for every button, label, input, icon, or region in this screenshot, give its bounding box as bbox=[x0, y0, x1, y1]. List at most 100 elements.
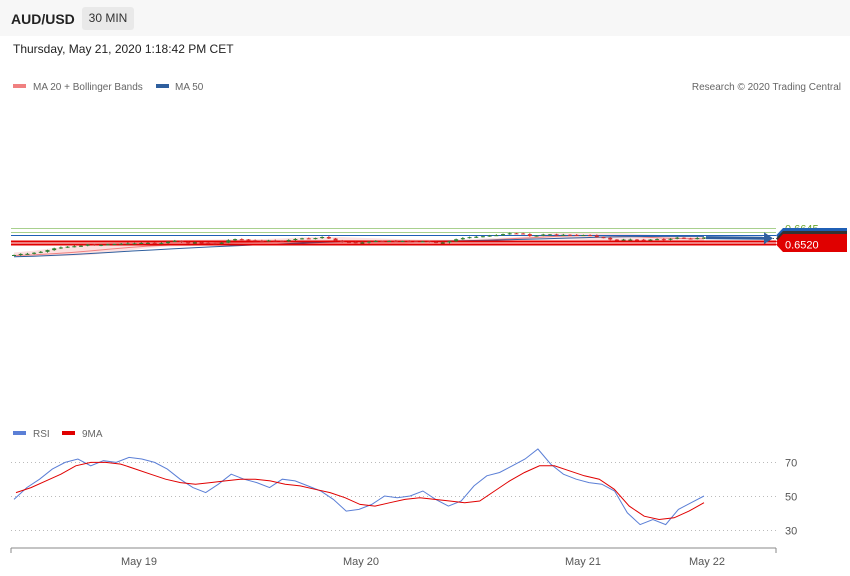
rsi-tick-label: 30 bbox=[785, 526, 797, 538]
chart-datetime: Thursday, May 21, 2020 1:18:42 PM CET bbox=[13, 42, 234, 56]
candle-body bbox=[313, 238, 318, 240]
candle-body bbox=[601, 237, 606, 239]
candle-body bbox=[259, 240, 264, 242]
candle-body bbox=[159, 243, 164, 245]
candle-body bbox=[554, 234, 559, 236]
symbol-title: AUD/USD bbox=[11, 11, 75, 27]
candle-body bbox=[119, 243, 124, 245]
rsi-tick-label: 50 bbox=[785, 492, 797, 504]
candle-body bbox=[460, 238, 465, 240]
forecast-arrow bbox=[705, 236, 765, 240]
candle-body bbox=[621, 239, 626, 241]
candle-body bbox=[661, 239, 666, 241]
candle-body bbox=[58, 247, 63, 249]
interval-selector[interactable]: 30 MIN bbox=[82, 7, 134, 30]
candle-body bbox=[273, 240, 278, 242]
candle-body bbox=[132, 243, 137, 245]
candlesticks bbox=[12, 232, 706, 256]
candle-body bbox=[635, 239, 640, 241]
candle-body bbox=[152, 242, 157, 244]
candle-body bbox=[145, 242, 150, 244]
candle-body bbox=[72, 246, 77, 248]
legend-rsi-label: RSI bbox=[33, 429, 50, 440]
candle-body bbox=[367, 241, 372, 243]
candle-body bbox=[172, 240, 177, 242]
candle-body bbox=[212, 243, 217, 245]
candle-body bbox=[32, 252, 37, 254]
candle-body bbox=[527, 234, 532, 236]
candle-body bbox=[534, 235, 539, 237]
legend-rsi-swatch bbox=[13, 431, 26, 435]
candle-body bbox=[447, 241, 452, 243]
x-tick-label: May 20 bbox=[343, 556, 379, 568]
candle-body bbox=[521, 233, 526, 235]
candle-body bbox=[246, 239, 251, 241]
candle-body bbox=[568, 234, 573, 236]
candle-body bbox=[487, 235, 492, 237]
candle-body bbox=[52, 248, 57, 251]
candle-body bbox=[166, 241, 171, 244]
candle-body bbox=[561, 234, 566, 236]
candle-body bbox=[467, 237, 472, 239]
x-tick-label: May 21 bbox=[565, 556, 601, 568]
candle-body bbox=[454, 239, 459, 242]
candle-body bbox=[427, 241, 432, 243]
candle-body bbox=[400, 241, 405, 242]
candle-body bbox=[581, 235, 586, 237]
candle-body bbox=[125, 243, 130, 245]
candle-body bbox=[688, 238, 693, 240]
candle-body bbox=[105, 244, 110, 246]
forecast-arrowhead bbox=[763, 232, 773, 245]
candle-body bbox=[641, 239, 646, 241]
candle-body bbox=[380, 241, 385, 242]
legend-ma50-label: MA 50 bbox=[175, 82, 204, 93]
legend-ma20-swatch bbox=[13, 84, 26, 88]
candle-body bbox=[574, 234, 579, 236]
candle-body bbox=[192, 242, 197, 244]
candle-body bbox=[78, 245, 83, 247]
candle-body bbox=[695, 238, 700, 240]
rsi-tick-label: 70 bbox=[785, 458, 797, 470]
candle-body bbox=[293, 239, 298, 241]
copyright-label: Research © 2020 Trading Central bbox=[692, 82, 841, 93]
candle-body bbox=[494, 235, 499, 237]
candle-body bbox=[233, 239, 238, 241]
candle-body bbox=[628, 239, 633, 241]
candle-body bbox=[206, 242, 211, 244]
candle-body bbox=[346, 242, 351, 244]
candle-body bbox=[474, 236, 479, 238]
x-tick-label: May 22 bbox=[689, 556, 725, 568]
candle-body bbox=[279, 240, 284, 242]
candle-body bbox=[614, 239, 619, 241]
candle-body bbox=[480, 236, 485, 238]
candle-body bbox=[420, 241, 425, 243]
candle-body bbox=[507, 233, 512, 235]
candle-body bbox=[139, 242, 144, 244]
candle-body bbox=[286, 239, 291, 242]
candle-body bbox=[179, 240, 184, 243]
candle-body bbox=[266, 240, 271, 242]
candle-body bbox=[393, 241, 398, 242]
candle-body bbox=[588, 235, 593, 237]
candle-body bbox=[85, 244, 90, 246]
candle-body bbox=[306, 238, 311, 240]
legend-ma20-label: MA 20 + Bollinger Bands bbox=[33, 82, 143, 93]
candle-body bbox=[501, 234, 506, 236]
x-axis-ticks: May 19 May 20 May 21 May 22 bbox=[10, 548, 777, 568]
candle-body bbox=[373, 241, 378, 242]
legend-ma50-swatch bbox=[156, 84, 169, 88]
candle-body bbox=[440, 242, 445, 244]
candle-body bbox=[18, 253, 23, 255]
rsi-grid: 70 50 30 bbox=[11, 458, 797, 538]
candle-body bbox=[407, 241, 412, 242]
candle-body bbox=[413, 241, 418, 243]
candle-body bbox=[547, 234, 552, 236]
candle-body bbox=[239, 239, 244, 241]
candle-body bbox=[219, 242, 224, 244]
candle-body bbox=[25, 253, 30, 255]
legend-rsi-ma-swatch bbox=[62, 431, 75, 435]
candle-body bbox=[340, 240, 345, 243]
candle-body bbox=[99, 244, 104, 246]
candle-body bbox=[300, 238, 305, 240]
